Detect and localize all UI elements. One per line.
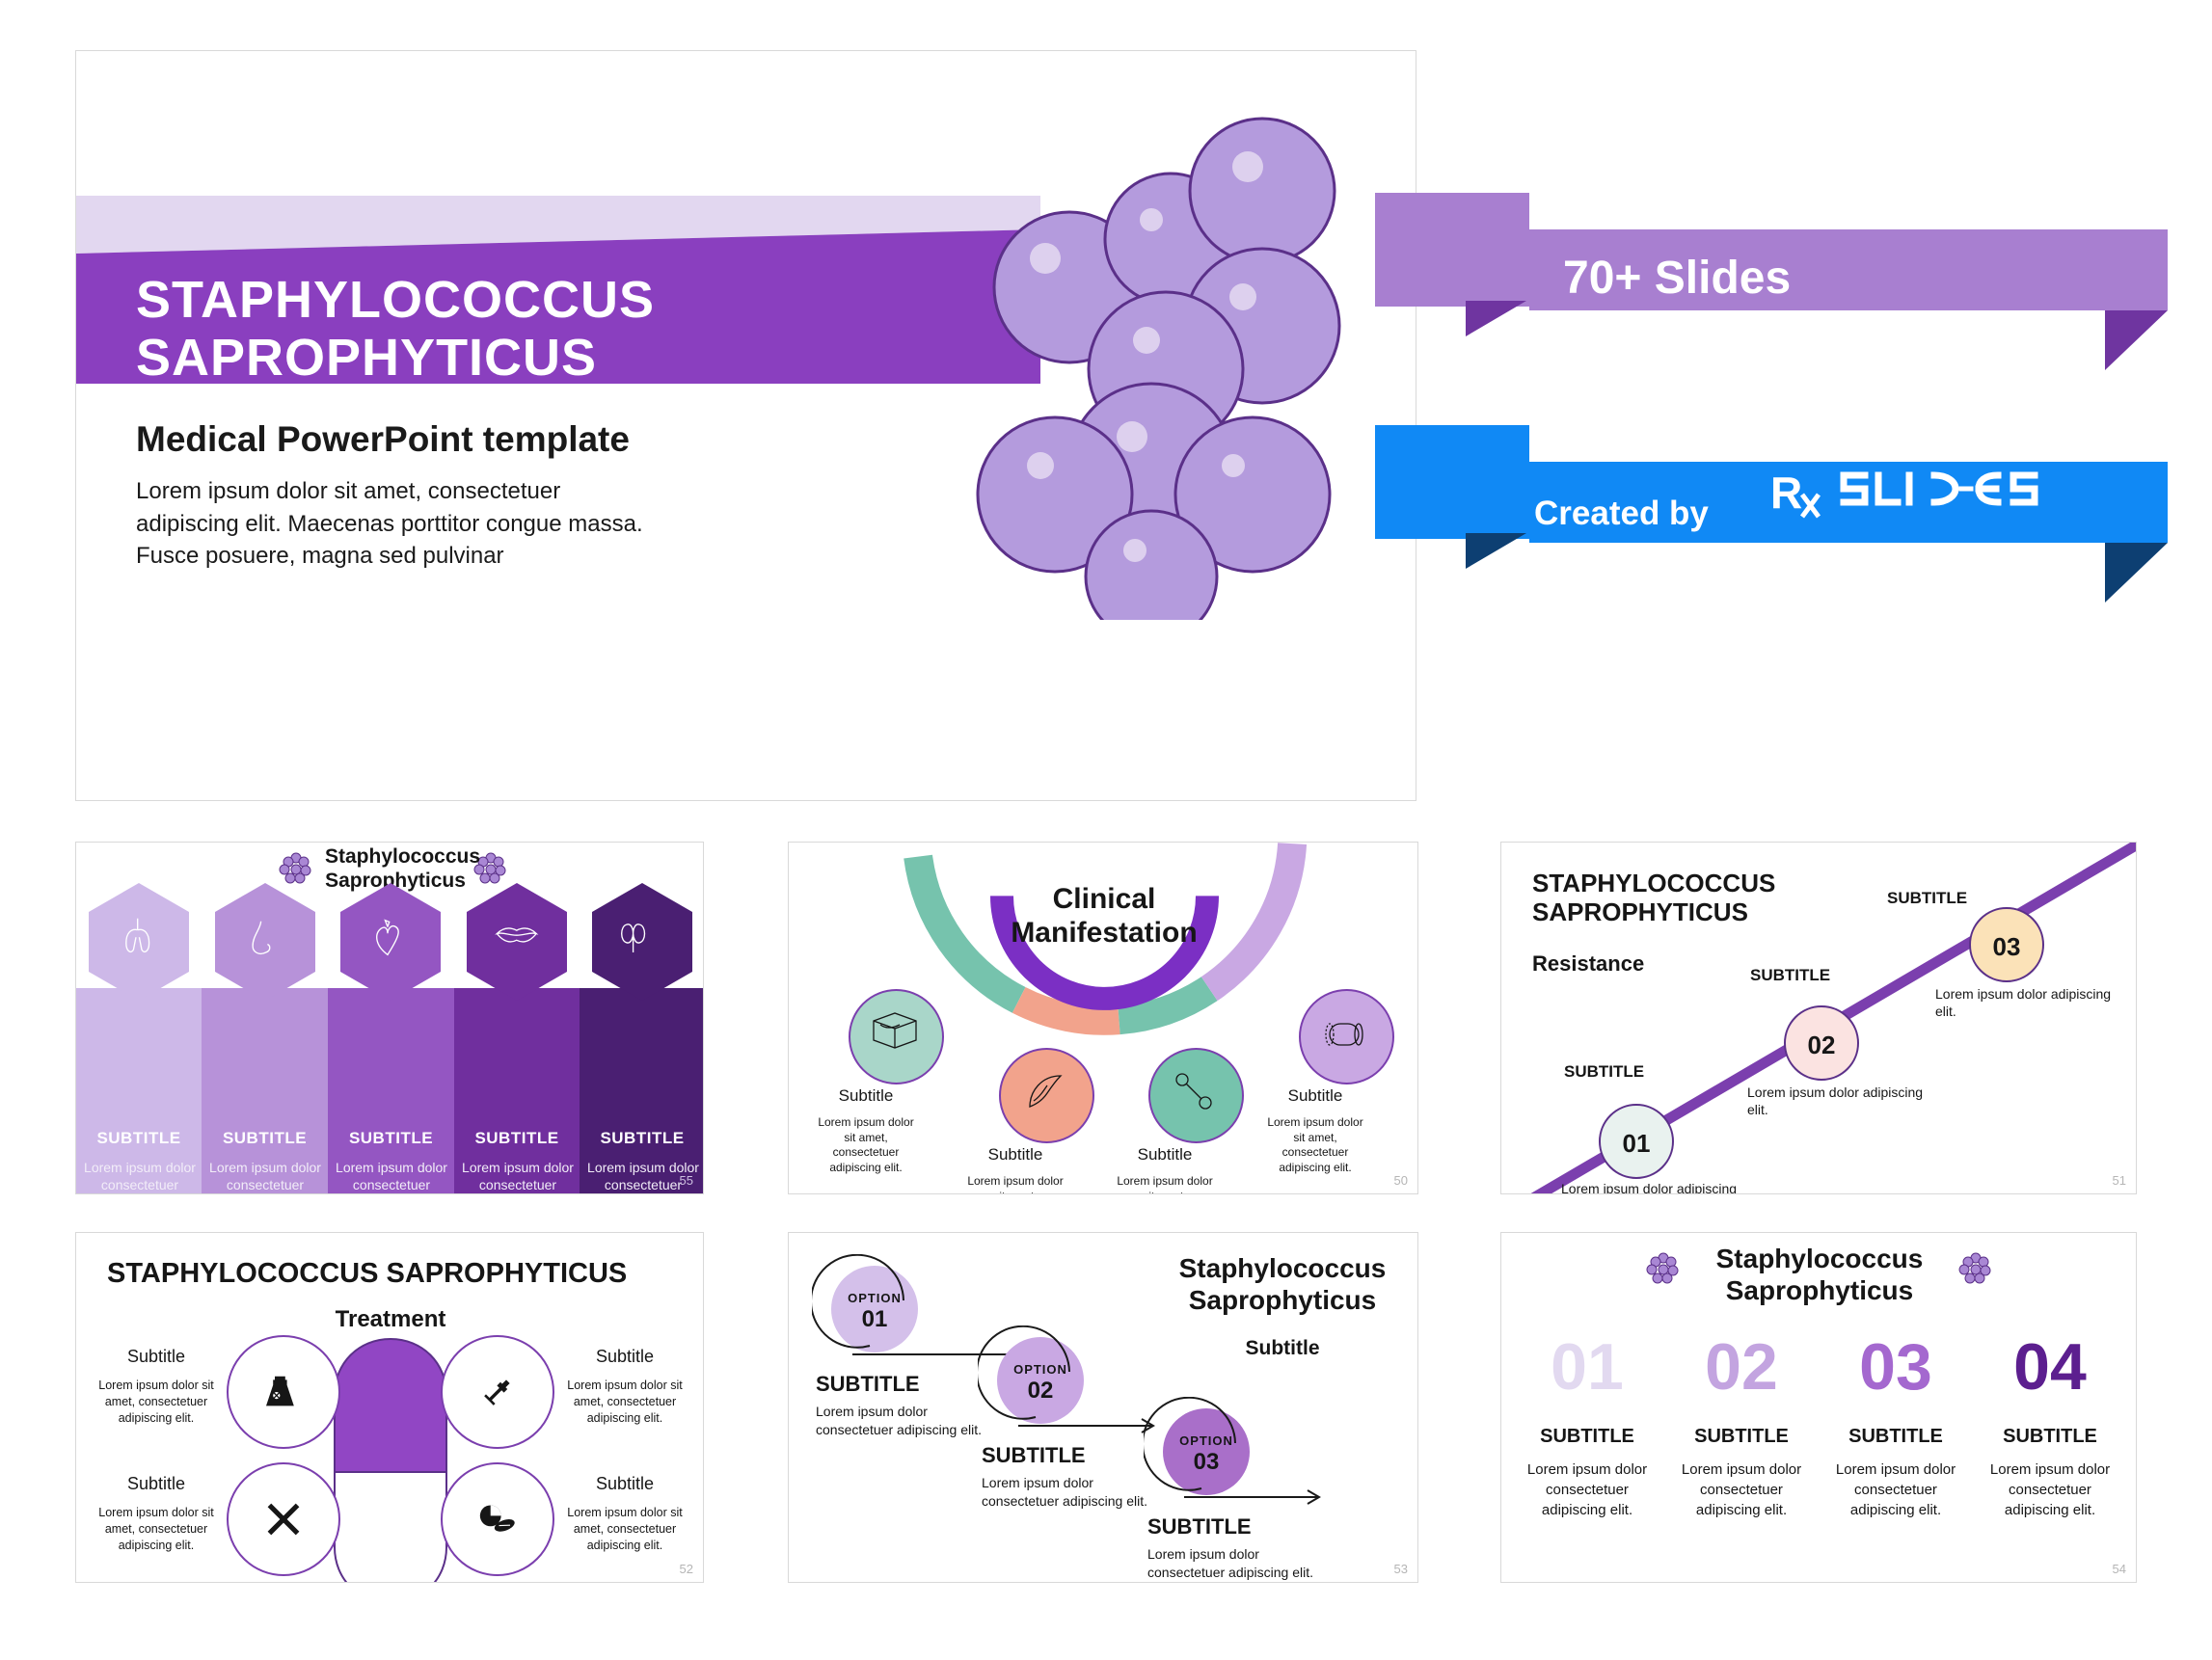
svg-text:Created by: Created by	[1534, 495, 1709, 532]
svg-text:Manifestation: Manifestation	[1011, 917, 1197, 949]
svg-text:Clinical: Clinical	[1053, 883, 1156, 915]
svg-text:03: 03	[1993, 932, 2021, 961]
svg-text:70+ Slides: 70+ Slides	[1563, 253, 1791, 304]
svg-text:02: 02	[1808, 1031, 1836, 1059]
svg-text:01: 01	[1623, 1129, 1651, 1158]
svg-text:R: R	[1770, 468, 1802, 518]
